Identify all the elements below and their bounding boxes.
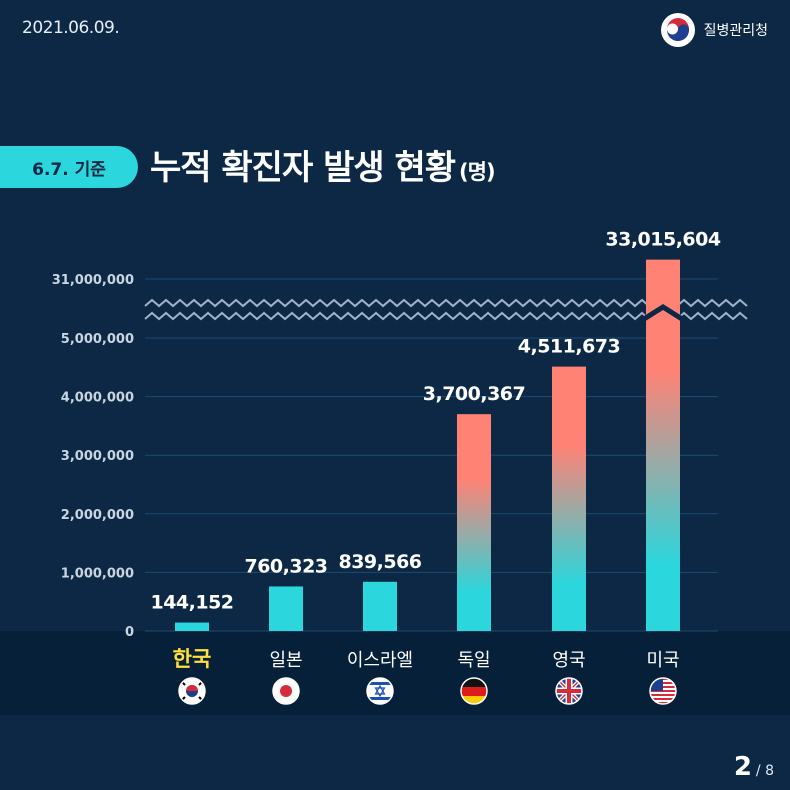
date-label: 2021.06.09. [22,18,120,38]
y-tick-label: 1,000,000 [61,566,134,581]
page-title: 누적 확진자 발생 현황 (명) [150,140,496,189]
pagination: 2 / 8 [734,752,774,782]
value-label: 3,700,367 [423,383,525,405]
bar-break-gap [644,304,682,322]
category-label: 영국 [552,650,585,671]
korea-flag-icon [178,677,206,705]
y-tick-label: 2,000,000 [61,508,134,523]
bar-4 [552,366,586,631]
category-label: 일본 [269,650,302,671]
brand-name: 질병관리청 [703,23,768,39]
page-total: / 8 [755,763,774,779]
bar-0 [175,622,209,631]
value-label: 839,566 [338,551,421,573]
y-tick-label: 5,000,000 [61,332,134,347]
category-label: 한국 [173,647,212,671]
y-tick-label: 0 [125,625,134,640]
title-unit: (명) [459,160,496,184]
reference-date-badge: 6.7. 기준 [0,146,138,188]
value-label: 4,511,673 [518,336,620,358]
uk-flag-icon [555,677,583,705]
y-tick-label: 4,000,000 [61,391,134,406]
brand: 질병관리청 [660,12,768,48]
page-current: 2 [733,752,752,782]
germany-flag-icon [460,677,488,705]
bar-5 [646,259,680,631]
y-tick-label: 31,000,000 [52,273,134,288]
y-tick-label: 3,000,000 [61,449,134,464]
bar-3 [457,414,491,631]
japan-flag-icon [272,677,300,705]
category-band [0,631,790,715]
category-label: 미국 [646,650,679,671]
bar-2 [363,581,397,631]
value-label: 760,323 [244,555,327,577]
category-label: 이스라엘 [347,650,413,671]
usa-flag-icon [649,677,677,705]
kdca-logo-icon [660,13,695,47]
value-label: 144,152 [150,592,233,614]
page-title-text: 누적 확진자 발생 현황 [150,148,456,188]
value-label: 33,015,604 [605,229,720,251]
bar-1 [269,586,303,631]
israel-flag-icon [366,677,394,705]
category-label: 독일 [457,650,490,671]
